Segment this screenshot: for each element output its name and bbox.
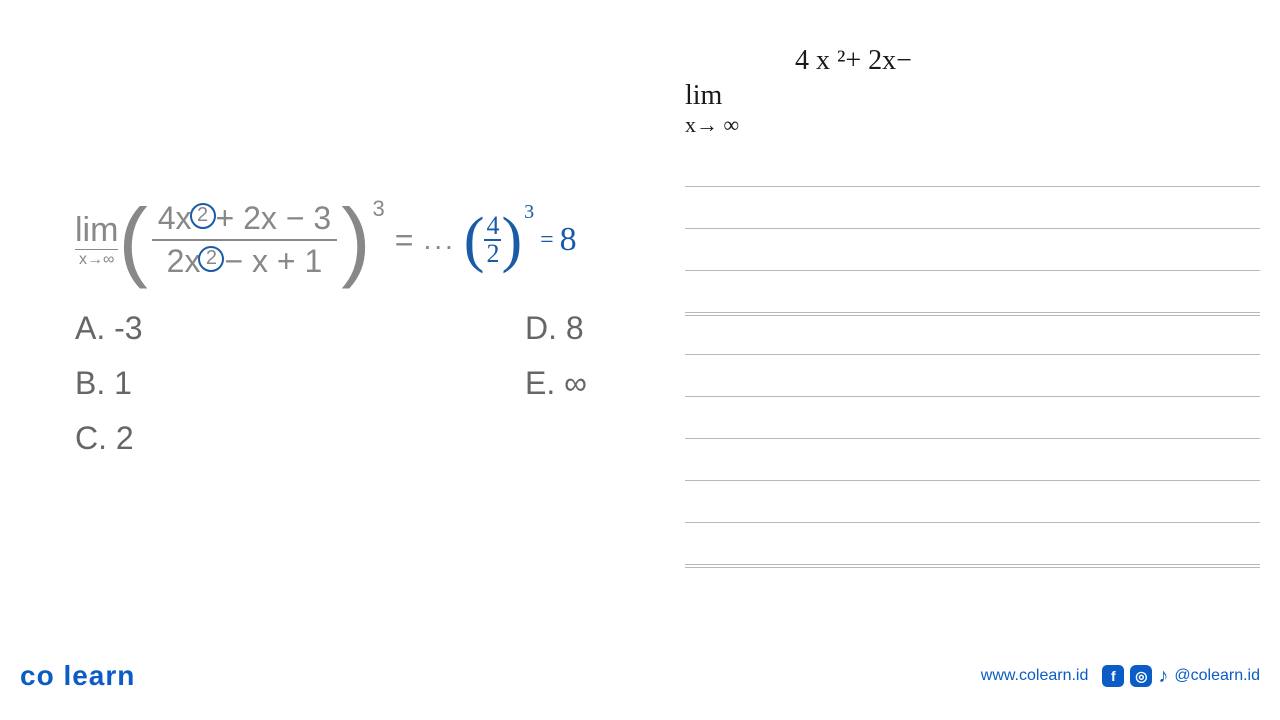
main-fraction: 4x 2 + 2x − 3 2x 2 − x + 1 xyxy=(152,200,337,280)
hw-numerator-working: 4 x ²+ 2x− xyxy=(795,45,912,77)
ruled-line xyxy=(685,523,1260,565)
option-d: D. 8 xyxy=(525,310,584,347)
option-row-3: C. 2 xyxy=(75,420,587,457)
ruled-lines xyxy=(685,145,1260,565)
circled-exp-num: 2 xyxy=(190,203,216,229)
hw-exponent: 3 xyxy=(524,201,534,224)
ruled-line xyxy=(685,271,1260,313)
equals-sign: = xyxy=(395,222,414,259)
hw-lim-sub-working: x→ ∞ xyxy=(685,112,739,138)
denominator: 2x 2 − x + 1 xyxy=(161,241,329,280)
ruled-line xyxy=(685,355,1260,397)
option-c: C. 2 xyxy=(75,420,525,457)
notes-panel: 4 x ²+ 2x− lim x→ ∞ xyxy=(685,40,1260,140)
hw-answer: 8 xyxy=(560,221,577,259)
footer-bar: co learn www.colearn.id f ◎ ♪ @colearn.i… xyxy=(0,660,1280,692)
open-paren: ( xyxy=(118,205,147,275)
close-paren: ) xyxy=(341,205,370,275)
limit-problem: lim x→∞ ( 4x 2 + 2x − 3 2x 2 − x + 1 ) 3… xyxy=(75,200,577,280)
handwritten-solution: ( 4 2 ) 3 = 8 xyxy=(464,213,577,267)
hw-lim-working: lim xyxy=(685,80,722,112)
circled-exp-den: 2 xyxy=(198,246,224,272)
lim-symbol: lim x→∞ xyxy=(75,213,118,268)
social-links: f ◎ ♪ @colearn.id xyxy=(1102,665,1260,688)
handwritten-working: 4 x ²+ 2x− lim x→ ∞ xyxy=(685,40,1260,140)
option-row-2: B. 1 E. ∞ xyxy=(75,365,587,402)
footer-right: www.colearn.id f ◎ ♪ @colearn.id xyxy=(981,665,1260,688)
ruled-line xyxy=(685,229,1260,271)
social-handle: @colearn.id xyxy=(1174,667,1260,685)
lim-subscript: x→∞ xyxy=(79,252,114,268)
option-b: B. 1 xyxy=(75,365,525,402)
ruled-line xyxy=(685,313,1260,355)
ruled-line xyxy=(685,439,1260,481)
hw-fraction: 4 2 xyxy=(484,213,501,267)
ruled-line xyxy=(685,481,1260,523)
option-e: E. ∞ xyxy=(525,365,587,402)
brand-logo: co learn xyxy=(20,660,135,692)
lim-text: lim xyxy=(75,213,118,250)
tiktok-icon: ♪ xyxy=(1158,665,1168,688)
limit-expression: lim x→∞ ( 4x 2 + 2x − 3 2x 2 − x + 1 ) 3… xyxy=(75,200,577,280)
facebook-icon: f xyxy=(1102,665,1124,687)
numerator: 4x 2 + 2x − 3 xyxy=(152,200,337,241)
ruled-line xyxy=(685,187,1260,229)
option-a: A. -3 xyxy=(75,310,525,347)
ruled-line xyxy=(685,145,1260,187)
website-url: www.colearn.id xyxy=(981,667,1089,685)
ruled-line xyxy=(685,397,1260,439)
answer-options: A. -3 D. 8 B. 1 E. ∞ C. 2 xyxy=(75,310,587,475)
option-row-1: A. -3 D. 8 xyxy=(75,310,587,347)
outer-exponent: 3 xyxy=(373,196,385,222)
instagram-icon: ◎ xyxy=(1130,665,1152,687)
problem-panel: lim x→∞ ( 4x 2 + 2x − 3 2x 2 − x + 1 ) 3… xyxy=(0,0,680,660)
answer-dots: ... xyxy=(423,224,455,256)
